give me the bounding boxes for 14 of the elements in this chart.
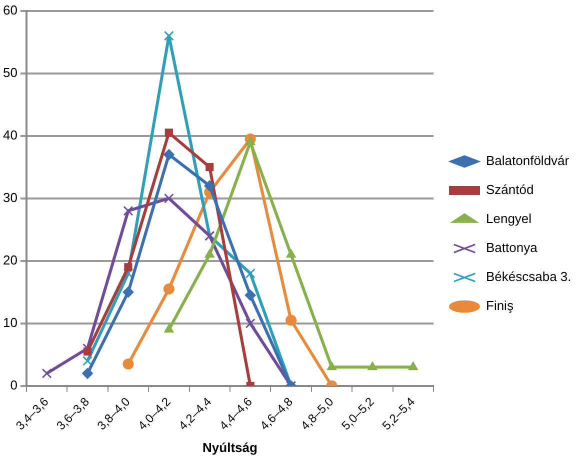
y-tick-label: 60 [2,2,18,18]
y-tick-label: 0 [10,377,18,392]
y-tick-label: 30 [2,190,18,205]
y-tick-label: 50 [2,64,18,80]
legend-label: Békéscsaba 3. [486,269,572,284]
legend-label: Szántód [486,182,534,198]
y-tick-label: 10 [2,314,18,330]
legend-label: Finiş [486,298,514,314]
y-tick-label: 20 [2,252,18,268]
legend-label: Battonya [486,240,538,256]
legend-label: Balatonföldvár [486,153,570,168]
x-axis-title: Nyúltság [202,440,258,455]
y-tick-label: 40 [2,127,18,142]
legend-label: Lengyel [486,211,532,226]
